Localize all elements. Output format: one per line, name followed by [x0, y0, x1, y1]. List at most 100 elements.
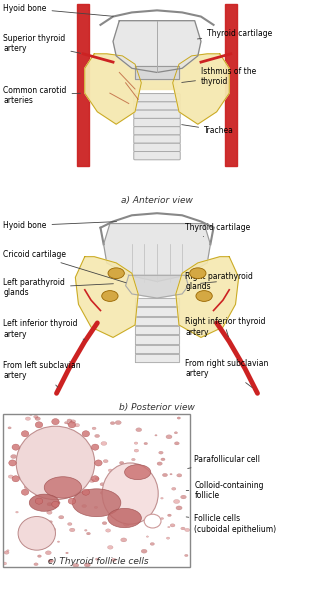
Ellipse shape	[47, 502, 52, 506]
Text: From right subclavian
artery: From right subclavian artery	[185, 359, 269, 388]
Ellipse shape	[154, 523, 157, 525]
Ellipse shape	[150, 524, 154, 527]
Text: Parafollicular cell: Parafollicular cell	[188, 455, 260, 469]
Ellipse shape	[143, 501, 146, 503]
Ellipse shape	[8, 475, 13, 478]
Ellipse shape	[106, 529, 111, 532]
FancyBboxPatch shape	[134, 143, 180, 152]
Ellipse shape	[108, 469, 112, 472]
Text: Thyroid cartilage: Thyroid cartilage	[185, 223, 251, 236]
Ellipse shape	[176, 506, 182, 510]
Text: a) Anterior view: a) Anterior view	[121, 196, 193, 205]
Polygon shape	[135, 317, 179, 325]
Ellipse shape	[69, 528, 75, 532]
Ellipse shape	[103, 460, 108, 463]
Ellipse shape	[185, 554, 188, 557]
Ellipse shape	[168, 514, 171, 517]
Ellipse shape	[40, 524, 43, 526]
Ellipse shape	[53, 430, 58, 434]
Ellipse shape	[52, 501, 59, 508]
Ellipse shape	[111, 559, 116, 562]
Polygon shape	[113, 20, 201, 73]
Ellipse shape	[83, 463, 87, 466]
Ellipse shape	[35, 422, 43, 428]
Ellipse shape	[84, 563, 90, 567]
Ellipse shape	[35, 417, 41, 421]
Ellipse shape	[173, 499, 180, 503]
Ellipse shape	[185, 529, 190, 532]
Ellipse shape	[50, 527, 56, 532]
Ellipse shape	[72, 489, 121, 517]
Ellipse shape	[67, 419, 72, 422]
Polygon shape	[135, 344, 179, 353]
Circle shape	[196, 290, 212, 301]
Polygon shape	[126, 275, 188, 298]
Text: Isthmus of the
thyroid: Isthmus of the thyroid	[182, 67, 256, 86]
Polygon shape	[104, 224, 210, 281]
Ellipse shape	[119, 469, 123, 472]
Ellipse shape	[159, 451, 163, 454]
Ellipse shape	[9, 460, 16, 466]
Ellipse shape	[89, 479, 95, 482]
Ellipse shape	[82, 489, 89, 495]
Ellipse shape	[86, 532, 90, 535]
Text: Left parathyroid
glands: Left parathyroid glands	[3, 278, 113, 298]
Ellipse shape	[57, 502, 60, 504]
Ellipse shape	[150, 542, 154, 545]
Ellipse shape	[34, 460, 38, 463]
Text: From left subclavian
artery: From left subclavian artery	[3, 361, 81, 387]
Ellipse shape	[146, 536, 149, 538]
Ellipse shape	[134, 449, 139, 452]
Text: Thyroid cartilage: Thyroid cartilage	[198, 29, 273, 39]
Ellipse shape	[153, 520, 155, 521]
Ellipse shape	[181, 495, 186, 499]
Polygon shape	[225, 4, 237, 166]
Ellipse shape	[18, 471, 24, 475]
Ellipse shape	[119, 461, 124, 464]
Ellipse shape	[161, 458, 165, 461]
Ellipse shape	[132, 458, 135, 461]
Circle shape	[102, 290, 118, 301]
Ellipse shape	[27, 521, 31, 524]
Ellipse shape	[114, 481, 117, 484]
Circle shape	[108, 268, 124, 278]
Polygon shape	[135, 298, 179, 307]
Ellipse shape	[73, 563, 79, 567]
Ellipse shape	[45, 551, 51, 554]
Text: Follicle cells
(cuboidal epithelium): Follicle cells (cuboidal epithelium)	[186, 514, 276, 534]
Ellipse shape	[91, 476, 99, 482]
Ellipse shape	[100, 491, 106, 494]
Ellipse shape	[102, 463, 158, 524]
FancyBboxPatch shape	[134, 94, 180, 102]
Text: Superior thyroid
artery: Superior thyroid artery	[3, 34, 80, 53]
Ellipse shape	[24, 485, 30, 489]
Ellipse shape	[91, 444, 99, 450]
Ellipse shape	[157, 462, 162, 466]
Ellipse shape	[70, 420, 76, 423]
Text: Hyoid bone: Hyoid bone	[3, 4, 113, 16]
Ellipse shape	[161, 497, 163, 499]
FancyBboxPatch shape	[134, 135, 180, 143]
FancyBboxPatch shape	[134, 127, 180, 135]
FancyBboxPatch shape	[134, 110, 180, 118]
Ellipse shape	[101, 442, 107, 445]
Ellipse shape	[34, 415, 38, 418]
Text: Right inferior thyroid
artery: Right inferior thyroid artery	[185, 317, 266, 337]
Ellipse shape	[38, 457, 43, 460]
Ellipse shape	[113, 498, 116, 500]
Circle shape	[144, 514, 161, 528]
Polygon shape	[173, 54, 229, 124]
Text: Trachea: Trachea	[182, 125, 234, 135]
Ellipse shape	[29, 494, 59, 511]
Ellipse shape	[108, 508, 141, 527]
Ellipse shape	[82, 431, 89, 437]
Ellipse shape	[166, 435, 172, 439]
Ellipse shape	[4, 551, 9, 554]
Ellipse shape	[140, 466, 145, 469]
Ellipse shape	[35, 498, 43, 504]
Polygon shape	[135, 335, 179, 344]
Ellipse shape	[123, 499, 128, 502]
Ellipse shape	[67, 423, 69, 424]
Ellipse shape	[18, 471, 22, 473]
Ellipse shape	[21, 431, 29, 437]
